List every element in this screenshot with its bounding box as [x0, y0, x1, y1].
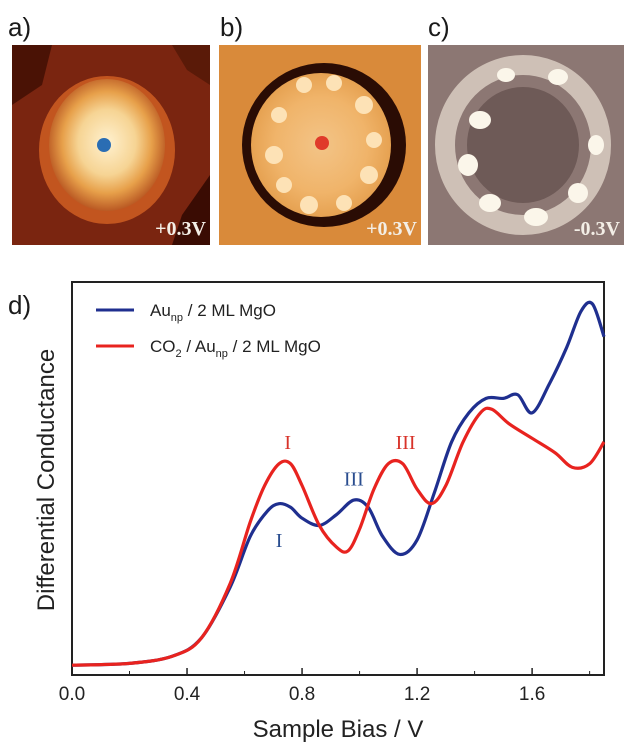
stm-topography-a [12, 45, 210, 245]
tip-position-marker-b [315, 136, 329, 150]
x-tick-label: 1.2 [404, 684, 430, 705]
series-line-aunp [71, 300, 606, 667]
y-axis-label: Differential Conductance [33, 349, 60, 611]
peak-annotation: III [344, 469, 364, 491]
tip-position-marker-a [97, 138, 111, 152]
stm-image-b: +0.3V [219, 45, 421, 245]
peak-annotation: III [396, 432, 416, 454]
bias-label-a: +0.3V [155, 218, 206, 240]
bias-label-c: -0.3V [573, 218, 620, 240]
x-tick-label: 0.4 [174, 684, 201, 705]
plot-frame [71, 281, 605, 676]
legend-entry-1: Aunp / 2 ML MgO [150, 301, 276, 324]
legend-entry-2: CO2 / Aunp / 2 ML MgO [150, 337, 321, 360]
stm-image-c: -0.3V [428, 45, 624, 245]
panel-label-b: b) [220, 12, 244, 42]
bias-label-b: +0.3V [366, 218, 417, 240]
stm-dIdV-map-c [428, 45, 624, 245]
stm-image-a: +0.3V [12, 45, 210, 245]
stm-topography-b [219, 45, 421, 245]
panel-label-a: a) [8, 12, 32, 42]
panel-label-c: c) [428, 12, 450, 42]
series-line-co2-aunp [71, 406, 606, 667]
x-tick-label: 0.0 [59, 684, 85, 705]
x-tick-label: 1.6 [519, 684, 545, 705]
legend: Aunp / 2 ML MgO CO2 / Aunp / 2 ML MgO [96, 301, 321, 360]
x-axis-label: Sample Bias / V [253, 716, 424, 743]
peak-annotation: I [284, 432, 291, 454]
x-tick-label: 0.8 [289, 684, 315, 705]
peak-annotation: I [276, 530, 283, 552]
panel-label-d: d) [8, 290, 32, 320]
